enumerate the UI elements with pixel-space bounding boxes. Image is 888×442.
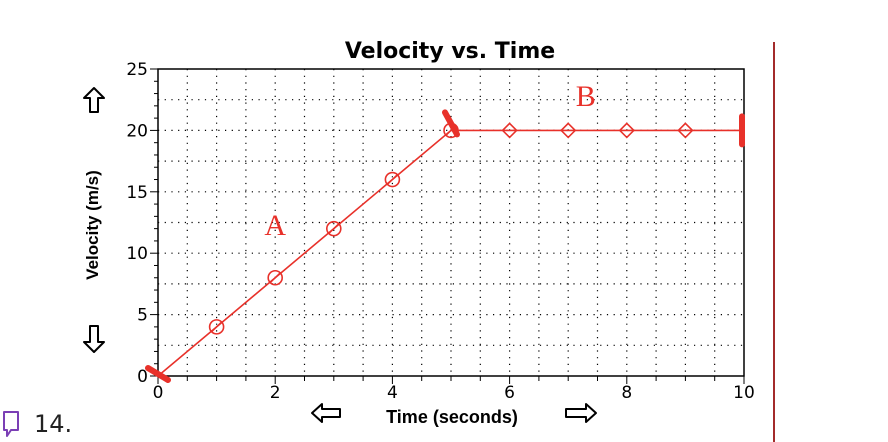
y-tick-label: 0 [137, 367, 148, 387]
grid-lines [158, 69, 744, 376]
segment-label: B [576, 80, 596, 113]
x-tick-label: 0 [153, 383, 164, 403]
drag-handles [145, 109, 745, 383]
y-tick-label: 10 [126, 244, 148, 264]
annotations: AB [264, 80, 595, 242]
question-number: 14. [34, 410, 73, 438]
page-divider [773, 42, 775, 442]
y-axis-label: Velocity (m/s) [83, 170, 102, 280]
drag-handle[interactable] [442, 109, 460, 138]
drag-handle[interactable] [145, 365, 171, 383]
data-point[interactable] [267, 269, 284, 286]
x-tick-label: 6 [504, 383, 515, 403]
data-point[interactable] [501, 122, 518, 139]
data-point[interactable] [208, 319, 225, 335]
chart-title: Velocity vs. Time [345, 39, 555, 64]
axis-ticks: 0 2 4 6 8 10 0 5 10 15 20 25 [126, 60, 754, 403]
x-tick-label: 2 [270, 383, 281, 403]
arrow-right-icon[interactable] [565, 403, 597, 423]
x-tick-label: 10 [733, 383, 755, 403]
arrow-down-icon[interactable] [83, 325, 105, 353]
x-tick-label: 4 [387, 383, 398, 403]
y-tick-label: 20 [126, 121, 148, 141]
data-point[interactable] [325, 220, 342, 237]
y-tick-label: 15 [126, 183, 148, 203]
data-point[interactable] [384, 171, 401, 188]
data-point[interactable] [677, 122, 694, 139]
arrow-up-icon[interactable] [83, 87, 105, 113]
segment-label: A [264, 209, 286, 242]
y-tick-label: 25 [126, 60, 148, 80]
data-point[interactable] [618, 122, 635, 139]
data-point[interactable] [560, 122, 577, 139]
arrow-left-icon[interactable] [311, 403, 341, 423]
x-tick-label: 8 [621, 383, 632, 403]
bookmark-icon[interactable] [2, 410, 22, 438]
x-axis-label: Time (seconds) [386, 407, 518, 427]
y-tick-label: 5 [137, 306, 148, 326]
question-row: 14. [0, 406, 72, 442]
